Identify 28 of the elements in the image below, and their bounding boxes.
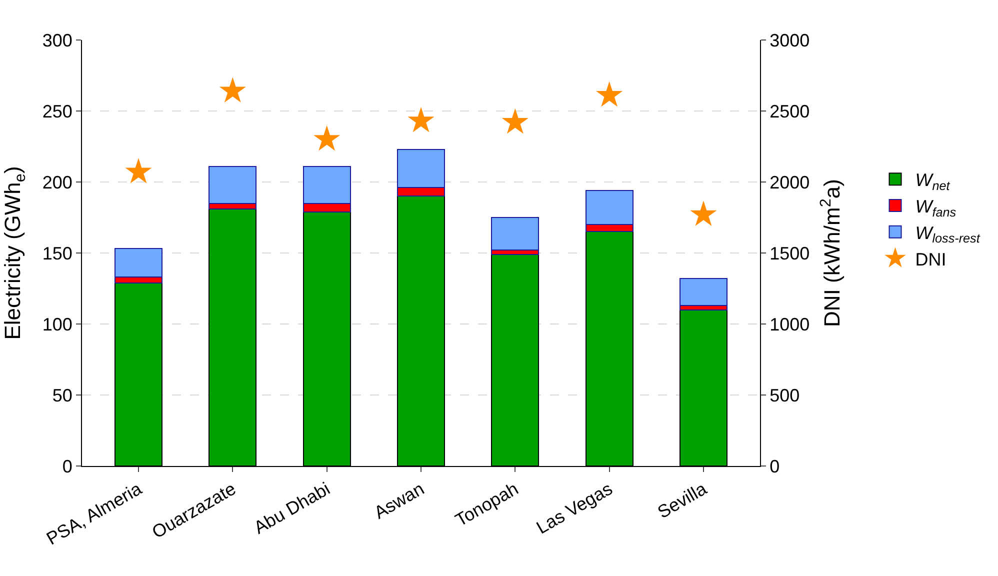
x-tick-label: Las Vegas	[533, 478, 616, 538]
point	[219, 77, 246, 102]
point	[125, 158, 152, 184]
y2-tick-label: 2500	[770, 101, 810, 122]
y-tick-label: 150	[42, 243, 72, 264]
y-tick-label: 250	[42, 101, 72, 122]
legend-label: W$_{fans}$	[915, 196, 957, 220]
y2-tick-label: 0	[770, 456, 780, 476]
y2-tick-label: 500	[770, 385, 800, 406]
bar	[491, 217, 540, 251]
y2-tick-label: 1000	[770, 314, 810, 334]
point	[408, 106, 434, 132]
bar	[679, 278, 728, 306]
y-tick-label: 100	[42, 314, 72, 334]
legend-label: W$_{loss-rest}$	[915, 222, 980, 246]
y-tick-label: 300	[42, 30, 72, 50]
point	[502, 108, 528, 134]
legend-label: DNI	[915, 249, 946, 270]
point	[690, 200, 717, 226]
point	[596, 81, 623, 107]
y2-tick-label: 2000	[770, 172, 810, 192]
y-tick-label: 200	[42, 172, 72, 192]
point	[314, 125, 340, 151]
y-tick-label: 0	[62, 456, 72, 476]
y-tick-label: 50	[52, 385, 72, 406]
legend-label: W$_{net}$	[915, 170, 950, 193]
y2-tick-label: 1500	[770, 243, 810, 264]
y2-tick-label: 3000	[770, 30, 810, 50]
